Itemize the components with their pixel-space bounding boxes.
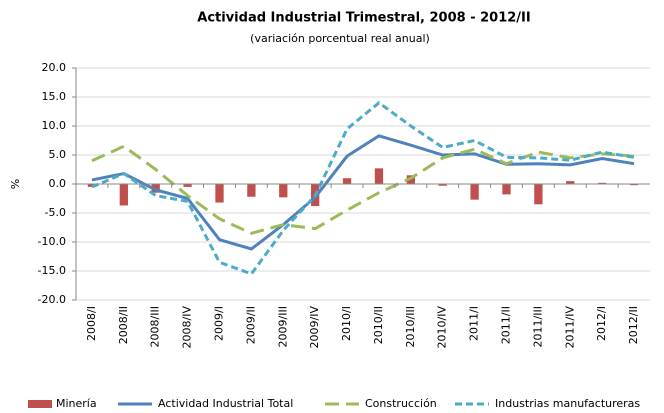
x-tick-label: 2010/IV xyxy=(436,306,449,349)
bar xyxy=(502,184,511,195)
bar xyxy=(279,184,288,198)
bar xyxy=(183,184,192,187)
bar xyxy=(119,184,128,206)
line-series xyxy=(91,144,635,235)
x-tick-label: 2010/II xyxy=(372,306,385,344)
x-tick-label: 2011/I xyxy=(468,306,481,341)
x-tick-label: 2009/III xyxy=(276,306,289,347)
legend-label: Minería xyxy=(56,397,97,410)
x-tick-label: 2008/II xyxy=(117,306,130,344)
y-tick-label: -5.0 xyxy=(45,206,66,219)
legend-label: Industrias manufactureras xyxy=(495,397,640,410)
legend-swatch xyxy=(28,400,52,408)
y-tick-label: -20.0 xyxy=(38,293,66,306)
x-tick-label: 2012/I xyxy=(595,306,608,341)
x-tick-label: 2009/IV xyxy=(308,306,321,349)
x-tick-label: 2012/II xyxy=(627,306,640,344)
x-tick-label: 2011/II xyxy=(500,306,513,344)
bar xyxy=(534,184,543,205)
bar xyxy=(566,181,575,184)
y-axis-label: % xyxy=(9,179,22,189)
line-series xyxy=(91,134,635,251)
bar xyxy=(598,182,607,184)
x-tick-label: 2008/III xyxy=(149,306,162,347)
x-tick-label: 2009/I xyxy=(213,306,226,341)
bar xyxy=(342,178,352,184)
y-tick-label: 20.0 xyxy=(42,61,67,74)
x-tick-label: 2011/IV xyxy=(563,306,576,349)
x-tick-label: 2010/I xyxy=(340,306,353,341)
x-tick-label: 2010/III xyxy=(404,306,417,347)
bar xyxy=(470,184,479,200)
bar xyxy=(215,184,224,203)
chart-subtitle: (variación porcentual real anual) xyxy=(250,32,430,45)
x-tick-label: 2009/II xyxy=(244,306,257,344)
y-tick-label: -10.0 xyxy=(38,235,66,248)
y-tick-label: 5.0 xyxy=(49,148,67,161)
bar xyxy=(438,184,447,186)
legend-label: Actividad Industrial Total xyxy=(158,397,293,410)
line-series xyxy=(91,100,635,276)
y-tick-label: 10.0 xyxy=(42,119,67,132)
x-tick-label: 2008/IV xyxy=(181,306,194,349)
bar xyxy=(629,184,639,186)
chart-title: Actividad Industrial Trimestral, 2008 - … xyxy=(197,11,530,26)
legend-label: Construcción xyxy=(365,397,437,410)
y-tick-label: 15.0 xyxy=(42,90,67,103)
x-tick-label: 2011/III xyxy=(531,306,544,347)
bar xyxy=(247,184,256,197)
y-tick-label: -15.0 xyxy=(38,264,66,277)
bar xyxy=(374,168,384,184)
y-tick-label: 0.0 xyxy=(49,177,67,190)
x-tick-label: 2008/I xyxy=(85,306,98,341)
